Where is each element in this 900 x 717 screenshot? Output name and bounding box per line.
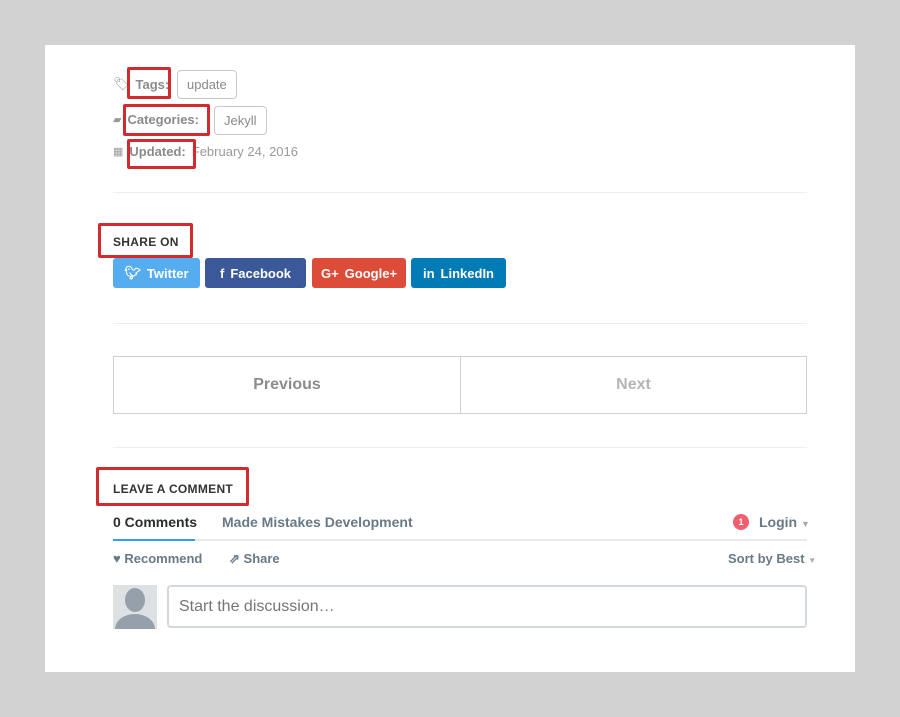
annotation-box-comment [96, 467, 249, 506]
chevron-down-icon: ▼ [808, 556, 817, 565]
linkedin-label: LinkedIn [440, 265, 494, 281]
divider [113, 447, 807, 448]
annotation-box-share [98, 223, 193, 258]
tags-label: Tags: [135, 76, 170, 92]
heart-icon: ♥ [113, 551, 121, 566]
sort-label: Sort by Best [728, 551, 805, 566]
share-heading: SHARE ON [113, 235, 179, 249]
updated-label: Updated: [129, 144, 186, 159]
facebook-icon: f [219, 265, 225, 281]
googleplus-button[interactable]: G+ Google+ [312, 258, 406, 288]
annotation-box-updated [127, 139, 196, 169]
chevron-down-icon: ▼ [801, 519, 810, 529]
googleplus-label: Google+ [344, 265, 398, 281]
annotation-box-tags [127, 67, 171, 99]
comment-heading: LEAVE A COMMENT [113, 482, 234, 496]
updated-row: ▦ Updated: February 24, 2016 [113, 144, 298, 159]
tags-row: 🏷 Tags: [113, 76, 169, 92]
linkedin-button[interactable]: in LinkedIn [411, 258, 506, 288]
categories-row: ▰ Categories: [113, 112, 199, 127]
facebook-label: Facebook [230, 265, 292, 281]
twitter-icon: 🐦︎ [124, 265, 141, 280]
divider [113, 323, 807, 324]
tag-update[interactable]: update [177, 70, 237, 99]
category-jekyll[interactable]: Jekyll [214, 106, 267, 135]
notification-badge[interactable]: 1 [733, 514, 749, 530]
recommend-button[interactable]: ♥ Recommend [113, 551, 202, 566]
next-button[interactable]: Next [460, 356, 807, 414]
annotation-box-categories [123, 104, 210, 136]
tab-underline [113, 539, 807, 541]
tab-comments[interactable]: 0 Comments [113, 514, 198, 530]
active-tab-indicator [113, 539, 195, 541]
categories-label: Categories: [127, 112, 199, 127]
divider [113, 192, 807, 193]
googleplus-icon: G+ [320, 265, 339, 281]
updated-date: February 24, 2016 [191, 144, 298, 159]
login-label: Login [759, 514, 798, 530]
avatar [113, 585, 157, 629]
folder-icon: ▰ [113, 114, 122, 126]
share-comments-button[interactable]: ⇗ Share [229, 551, 280, 567]
linkedin-icon: in [422, 265, 435, 281]
page-card [45, 45, 855, 672]
sort-dropdown[interactable]: Sort by Best ▼ [728, 551, 816, 566]
calendar-icon: ▦ [113, 146, 124, 158]
share-label: Share [243, 551, 280, 566]
tab-community[interactable]: Made Mistakes Development [222, 514, 413, 530]
facebook-button[interactable]: f Facebook [205, 258, 306, 288]
comment-input[interactable] [167, 585, 807, 628]
twitter-button[interactable]: 🐦︎ Twitter [113, 258, 200, 288]
login-button[interactable]: Login ▼ [759, 514, 810, 530]
share-icon: ⇗ [229, 551, 240, 566]
recommend-label: Recommend [124, 551, 203, 566]
twitter-label: Twitter [146, 265, 189, 281]
previous-button[interactable]: Previous [113, 356, 461, 414]
tag-icon: 🏷 [113, 76, 130, 91]
